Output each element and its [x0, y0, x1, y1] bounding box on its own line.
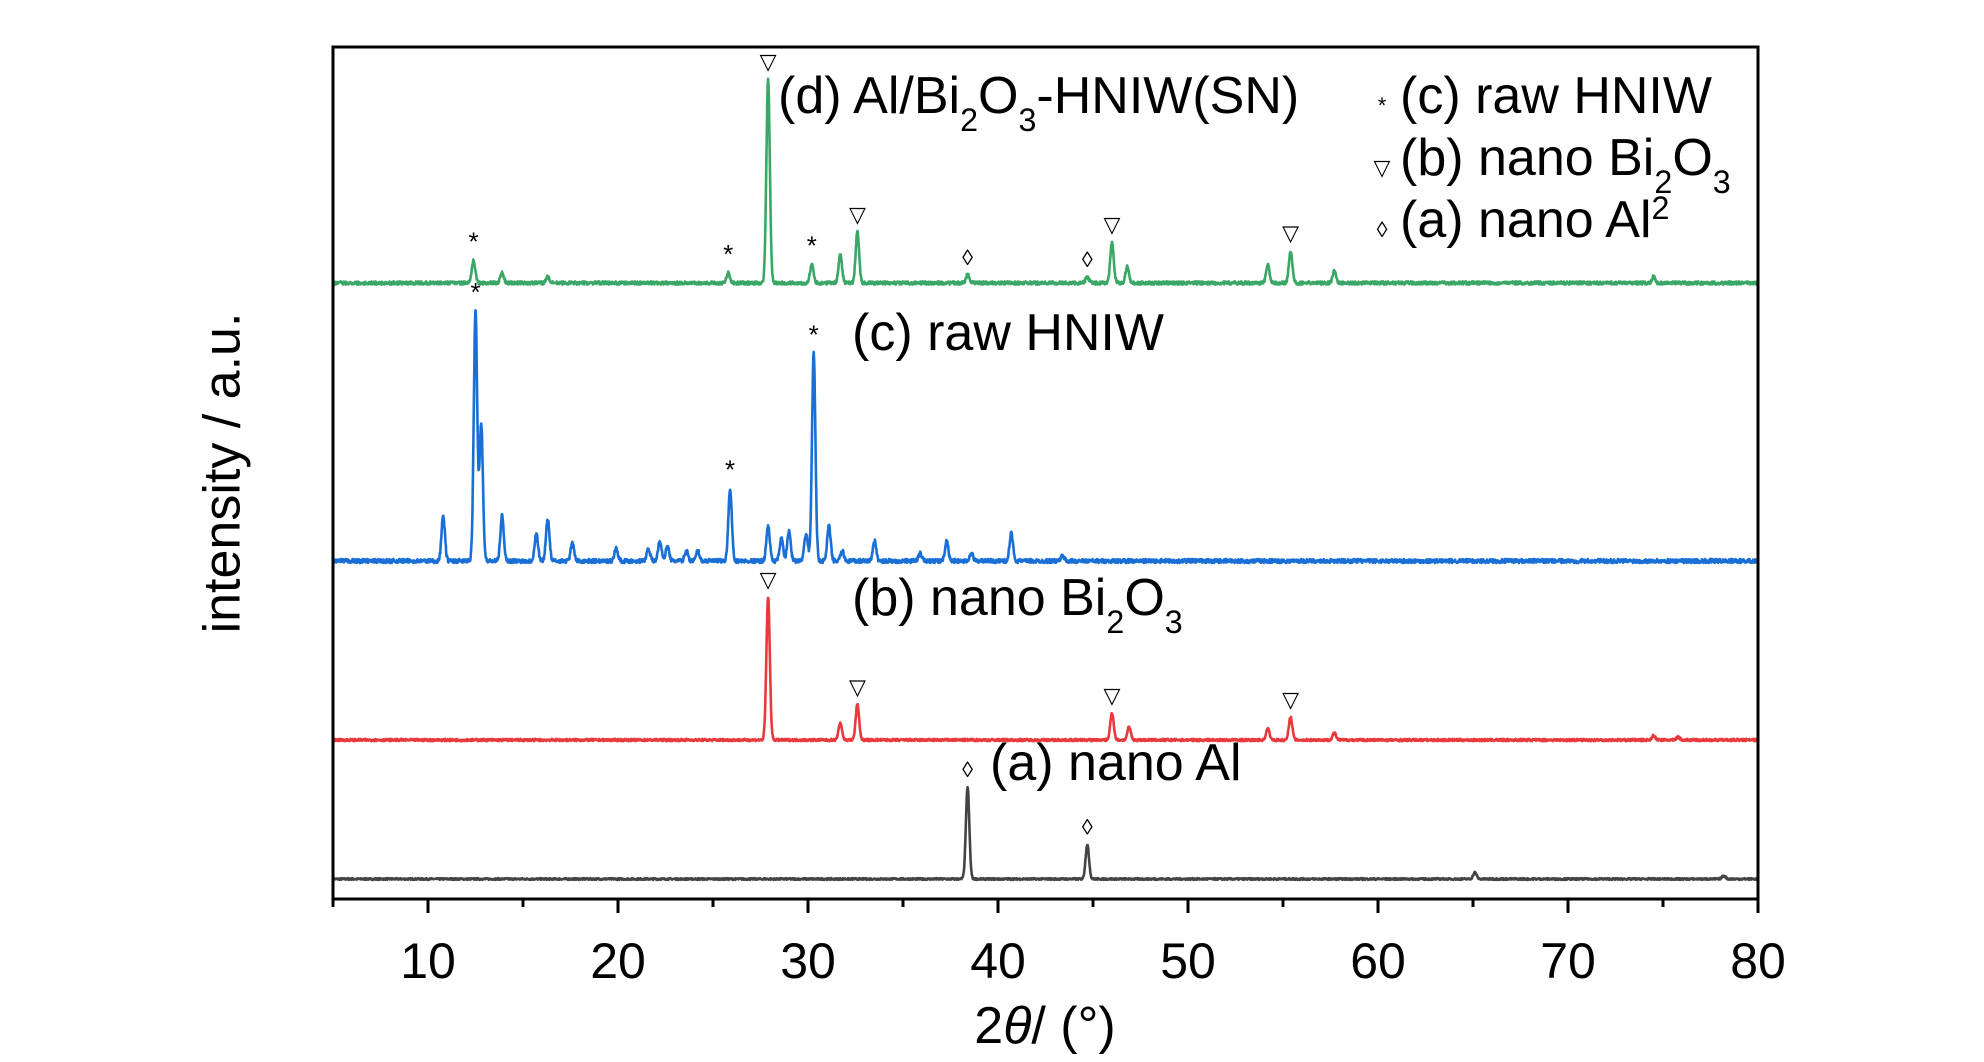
marker-layer: ◊ ◊ ▽ ▽ ▽ ▽ * * * * * ▽ * ▽ ◊ ◊ ▽ ▽ — [469, 49, 1300, 839]
label-layer: (a) nano Al (b) nano Bi2O3 (c) raw HNIW (d)… — [778, 67, 1299, 792]
peak-marker: ◊ — [1082, 814, 1093, 839]
series-line — [331, 596, 1760, 743]
peak-marker: ▽ — [760, 49, 777, 74]
peak-marker: ▽ — [760, 567, 777, 592]
x-axis-label-suffix: / (°) — [1031, 997, 1115, 1055]
peak-marker: * — [470, 277, 480, 307]
peak-marker: ◊ — [962, 757, 973, 782]
legend: * (c) raw HNIW ▽ (b) nano Bi2O3 ◊ (a) nano Al… — [1374, 67, 1731, 249]
legend-entry: (a) nano Al2 — [1400, 190, 1669, 249]
series-label: (b) nano Bi2O3 — [852, 569, 1183, 640]
peak-marker: ◊ — [962, 245, 973, 270]
series-label: (c) raw HNIW — [852, 304, 1164, 362]
plot-frame — [331, 45, 1760, 901]
peak-marker: ▽ — [1104, 212, 1121, 237]
legend-entry: (c) raw HNIW — [1400, 67, 1712, 125]
y-axis-label: intensity / a.u. — [194, 313, 252, 634]
x-tick-label: 60 — [1350, 933, 1406, 989]
peak-marker: ▽ — [849, 202, 866, 227]
legend-symbol: ◊ — [1377, 217, 1388, 242]
peak-marker: ▽ — [1282, 687, 1299, 712]
peak-marker: * — [469, 227, 479, 257]
peak-marker: ▽ — [1282, 220, 1299, 245]
x-tick-label: 50 — [1160, 933, 1216, 989]
series-line — [331, 77, 1760, 286]
series-layer — [331, 77, 1760, 882]
peak-marker: * — [725, 455, 735, 485]
peak-marker: ▽ — [849, 674, 866, 699]
peak-marker: * — [809, 320, 819, 350]
legend-symbol: * — [1378, 93, 1387, 118]
series-line — [332, 309, 1760, 565]
x-tick-label: 20 — [590, 933, 646, 989]
x-axis: 10 20 30 40 50 60 70 80 — [331, 899, 1786, 989]
x-tick-label: 30 — [780, 933, 836, 989]
peak-marker: * — [807, 231, 817, 261]
x-tick-label: 40 — [970, 933, 1026, 989]
series-line — [331, 785, 1759, 882]
x-tick-label: 80 — [1730, 933, 1786, 989]
x-axis-label: 2θ/ (°) — [974, 997, 1115, 1055]
legend-entry: (b) nano Bi2O3 — [1400, 129, 1731, 200]
series-label: (d) Al/Bi2O3-HNIW(SN) — [778, 67, 1299, 138]
series-label: (a) nano Al — [990, 734, 1242, 792]
peak-marker: * — [723, 239, 733, 269]
x-tick-label: 70 — [1540, 933, 1596, 989]
peak-marker: ▽ — [1104, 683, 1121, 708]
x-axis-label-theta: θ — [1003, 997, 1031, 1055]
x-tick-label: 10 — [400, 933, 456, 989]
legend-symbol: ▽ — [1374, 155, 1391, 180]
peak-marker: ◊ — [1082, 247, 1093, 272]
x-axis-label-prefix: 2 — [974, 997, 1003, 1055]
